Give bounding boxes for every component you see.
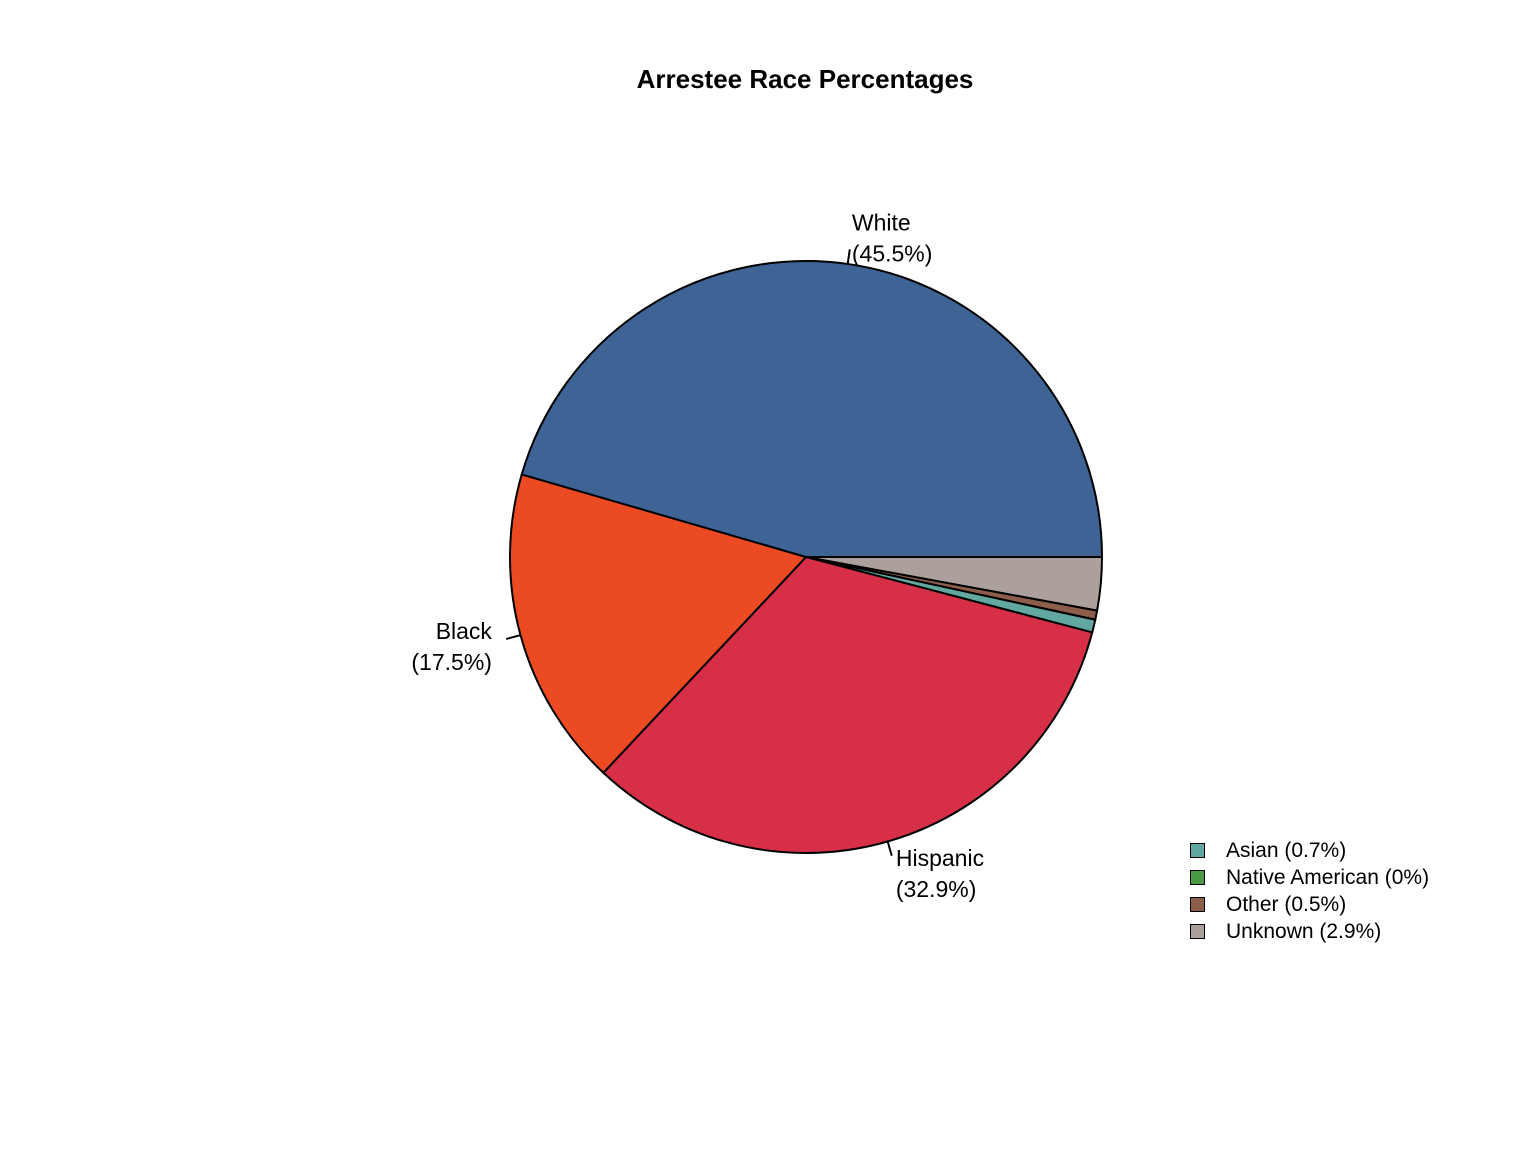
pie-label-white: White (45.5%): [852, 210, 933, 267]
pie-label-tick-black: [505, 634, 521, 640]
legend: Asian (0.7%) Native American (0%) Other …: [1190, 837, 1429, 945]
legend-swatch-asian: [1190, 843, 1205, 858]
chart-title: Arrestee Race Percentages: [636, 64, 974, 94]
pie-labels: Hispanic (32.9%) Black (17.5%) White (45.5%): [411, 210, 984, 902]
pie-label-hispanic: Hispanic (32.9%): [896, 845, 984, 902]
pie-slice-black: [509, 473, 807, 774]
legend-item-native-american: Native American (0%): [1190, 864, 1429, 891]
legend-text-native-american: Native American (0%): [1226, 866, 1430, 889]
legend-text-asian: Asian (0.7%): [1226, 839, 1347, 862]
pie-label-tick-hispanic: [886, 841, 893, 857]
pie-slices: [509, 259, 1103, 854]
pie-slice-hispanic: [602, 556, 1094, 854]
legend-item-other: Other (0.5%): [1190, 891, 1429, 918]
legend-item-unknown: Unknown (2.9%): [1190, 918, 1429, 945]
legend-text-other: Other (0.5%): [1226, 893, 1347, 916]
legend-swatch-other: [1190, 897, 1205, 912]
legend-text-unknown: Unknown (2.9%): [1226, 920, 1382, 943]
legend-swatch-unknown: [1190, 924, 1205, 939]
pie-label-black: Black (17.5%): [411, 618, 492, 675]
pie-label-tick-white: [846, 249, 851, 265]
legend-item-asian: Asian (0.7%): [1190, 837, 1429, 864]
legend-swatch-native-american: [1190, 870, 1205, 885]
